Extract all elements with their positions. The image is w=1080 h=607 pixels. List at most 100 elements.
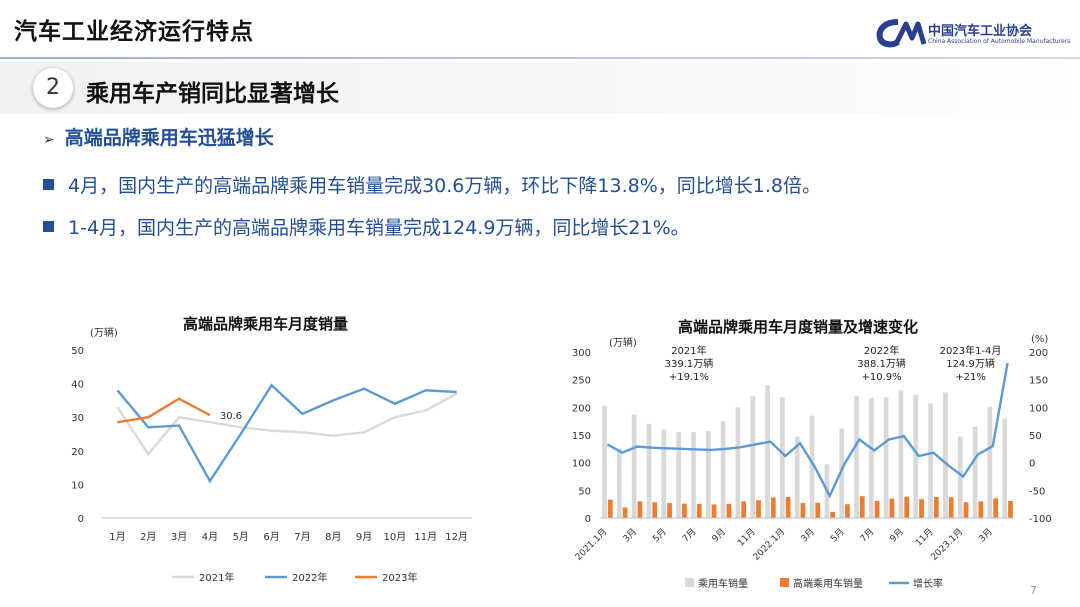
chart2-annotation: 2021年 (671, 344, 706, 357)
chart1-x-tick-label: 4月 (202, 531, 218, 543)
chart2-y-tick-right: 150 (1029, 376, 1048, 387)
chart2-bar-premium (607, 499, 613, 518)
chart2-bar-premium (667, 503, 672, 518)
chart2-x-tick-label: 9月 (888, 526, 906, 544)
chart1-x-tick-label: 10月 (384, 531, 407, 543)
chart2-y-tick-right: -50 (1029, 486, 1045, 497)
chart2: (万辆) (%) 0 50 100 150 200 250 300 -100 -50 0 50 100 15… (572, 334, 1052, 590)
org-name-en: China Association of Automobile Manufact… (928, 38, 1071, 45)
chart2-bar-passenger (720, 421, 726, 518)
chart2-bar-premium (637, 501, 643, 518)
chart2-bar-premium (800, 503, 806, 518)
chart2-title: 高端品牌乘用车月度销量及增速变化 (678, 318, 919, 336)
chart1-x-tick-label: 3月 (171, 531, 187, 543)
chart2-x-tick-label: 9月 (710, 526, 728, 544)
chart1-series-line-2021年 (116, 392, 458, 457)
chart1-x-tick-label: 5月 (233, 531, 249, 543)
chart2-bar-passenger (957, 436, 963, 518)
bullet-text: 1-4月，国内生产的高端品牌乘用车销量完成124.9万辆，同比增长21%。 (68, 217, 690, 239)
chart2-bar-premium (756, 500, 761, 518)
section-bar (0, 62, 1080, 114)
chart2-y-tick-right: -100 (1029, 514, 1052, 525)
subtitle-text: 高端品牌乘用车迅猛增长 (64, 127, 274, 149)
chart2-annotation: 339.1万辆 (665, 357, 714, 370)
chart2-bar-passenger (1002, 418, 1008, 518)
chart1-y-tick-label: 40 (71, 380, 84, 391)
chart2-x-tick-label: 11月 (913, 526, 935, 548)
chart2-bar-passenger (750, 396, 756, 518)
chart1-y-tick-label: 50 (71, 346, 84, 357)
chart2-x-tick-label: 3月 (799, 526, 817, 544)
chart2-bar-passenger (646, 423, 652, 518)
chart2-bar-passenger (676, 432, 682, 518)
header-title: 汽车工业经济运行特点 (14, 19, 254, 45)
chart2-x-tick-label: 3月 (621, 526, 639, 544)
chart2-annotation: 2022年 (864, 344, 899, 357)
chart2-bar-premium (919, 499, 924, 518)
chart2-bar-passenger (943, 392, 948, 518)
chart2-y-tick-left: 250 (572, 376, 591, 387)
chart1-y-tick-label: 30 (71, 413, 84, 424)
chart2-bar-premium (770, 497, 776, 518)
chart2-bar-passenger (868, 397, 874, 518)
chart2-bar-passenger (765, 385, 770, 518)
section-title: 乘用车产销同比显著增长 (86, 81, 339, 107)
chart1-series-line-2022年 (116, 383, 457, 484)
chart2-bar-passenger (631, 414, 637, 518)
chart2-x-tick-label: 3月 (977, 526, 995, 544)
chart1-x-tick-label: 11月 (414, 531, 437, 543)
chart2-y-tick-left: 100 (572, 459, 591, 470)
chart2-x-tick-label: 2021.1月 (573, 526, 609, 562)
chart2-bar-passenger (987, 406, 993, 518)
chart2-bar-passenger (780, 397, 785, 518)
chart2-bar-premium (859, 496, 865, 518)
chart2-x-tick-label: 2023.1月 (929, 526, 965, 562)
chart2-bar-premium (815, 502, 821, 518)
bullet-text: 4月，国内生产的高端品牌乘用车销量完成30.6万辆，环比下降13.8%，同比增长… (68, 175, 821, 197)
square-bullet-icon (43, 221, 54, 232)
chart2-bar-passenger (854, 395, 859, 518)
chart1-x-tick-label: 1月 (109, 531, 125, 543)
chart1-x-tick-label: 7月 (294, 531, 310, 543)
chart2-bar-premium (741, 501, 747, 518)
chart2-bar-passenger (691, 432, 696, 518)
chart2-x-tick-label: 5月 (651, 526, 669, 544)
chart1-series-line-2023年 (117, 397, 211, 424)
section-number: 2 (33, 68, 73, 108)
bullet-item: 4月，国内生产的高端品牌乘用车销量完成30.6万辆，环比下降13.8%，同比增长… (43, 171, 821, 198)
chart2-annotation: +21% (955, 372, 986, 383)
chart1-x-tick-label: 8月 (325, 531, 341, 543)
square-bullet-icon (43, 179, 54, 190)
chart2-x-tick-label: 5月 (828, 526, 846, 544)
chart2-legend-swatch (780, 578, 789, 587)
chart2-legend-label: 增长率 (913, 577, 943, 590)
caam-logo-icon (876, 19, 927, 48)
chart2-y-tick-left: 200 (572, 403, 591, 414)
chart2-bar-premium (785, 496, 791, 518)
chart1-y-tick-label: 0 (78, 514, 84, 525)
chart2-bar-premium (652, 502, 658, 518)
chart2-bar-passenger (809, 415, 815, 518)
chart2-bar-premium (726, 503, 732, 518)
chart2-annotation: +19.1% (669, 372, 709, 383)
chart2-bar-premium (948, 497, 954, 518)
chart1: (万辆) 0 10 20 30 40 50 1月 2月 3月 4月 5月 6月 7月 8月 9月 10月 11月 1… (71, 326, 472, 584)
chart2-bar-passenger (898, 390, 904, 518)
chart2-legend-label: 乘用车销量 (698, 577, 748, 590)
chart1-x-tick-label: 2月 (140, 531, 156, 543)
chart2-y-unit-left: (万辆) (609, 336, 637, 349)
chart2-x-tick-label: 7月 (858, 526, 876, 544)
chart2-legend-label: 高端乘用车销量 (793, 577, 863, 590)
chart2-x-tick-label: 2022.1月 (751, 526, 787, 562)
chart2-bar-passenger (928, 403, 933, 518)
chart2-bar-premium (1008, 501, 1013, 518)
chart2-annotation: +10.9% (862, 372, 902, 383)
chart2-bar-passenger (661, 429, 667, 518)
chart2-bar-premium (933, 496, 939, 518)
chart1-legend-label: 2023年 (382, 571, 417, 584)
chart1-x-tick-label: 9月 (356, 531, 372, 543)
chart1-y-unit: (万辆) (90, 326, 118, 339)
chart2-bar-premium (904, 496, 910, 518)
chart2-y-tick-right: 50 (1029, 431, 1042, 442)
chart2-bar-passenger (883, 397, 889, 518)
